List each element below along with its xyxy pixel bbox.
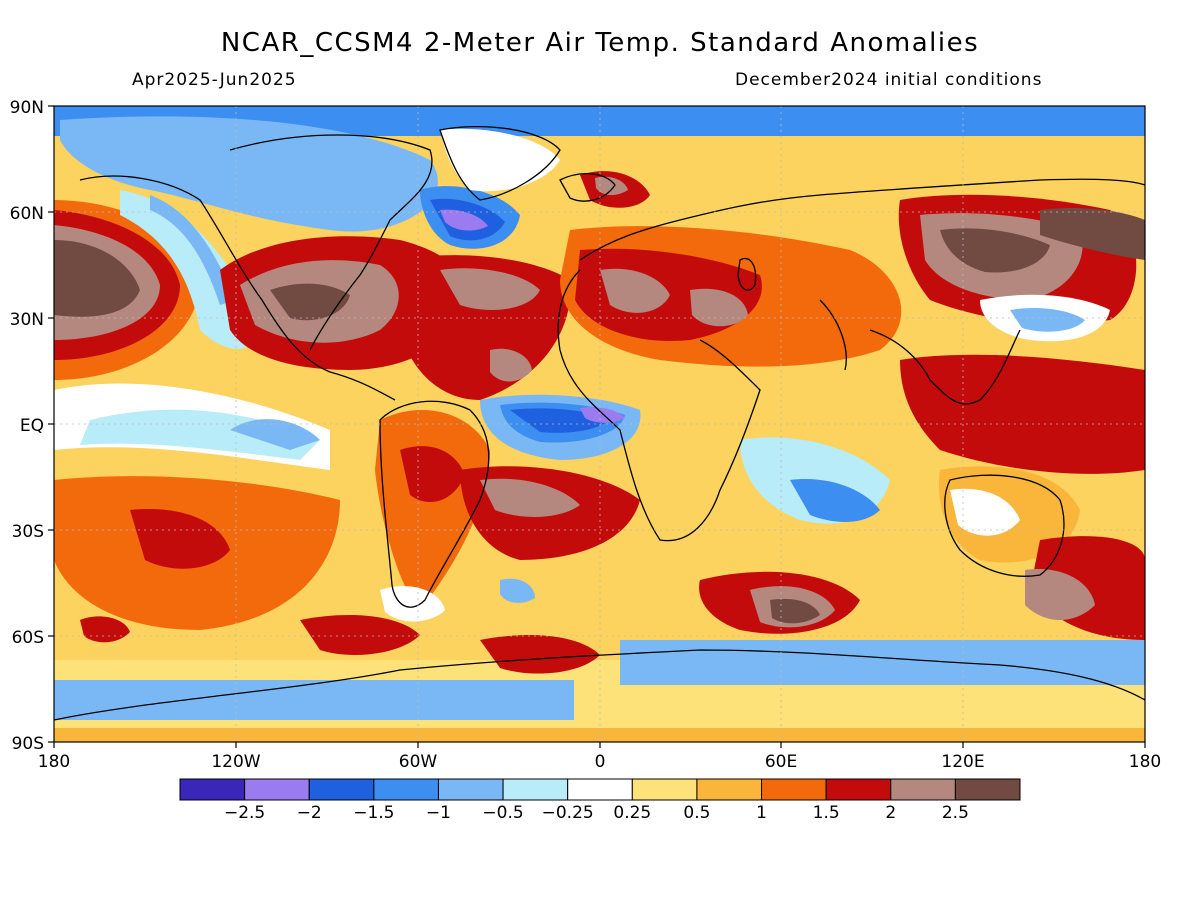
legend-label: 2.5 bbox=[942, 803, 969, 823]
legend-label: −2 bbox=[297, 803, 322, 823]
forecast-period: Apr2025-Jun2025 bbox=[132, 70, 297, 90]
lat-label: 90S bbox=[12, 734, 44, 754]
legend-swatch bbox=[890, 778, 956, 801]
legend-swatch bbox=[825, 778, 892, 801]
legend-labels: −2.5 −2 −1.5 −1 −0.5 −0.25 0.25 0.5 1 1.5 2 2.5 bbox=[224, 803, 969, 823]
lat-label: EQ bbox=[20, 416, 44, 436]
legend-colorbar bbox=[179, 778, 1021, 801]
lon-label: 180 bbox=[1129, 752, 1161, 772]
legend-label: −0.5 bbox=[482, 803, 523, 823]
lat-ticks bbox=[48, 105, 54, 743]
legend-swatch bbox=[308, 778, 375, 801]
lat-label: 60S bbox=[12, 628, 44, 648]
lon-label: 60W bbox=[399, 752, 438, 772]
legend-swatch bbox=[696, 778, 763, 801]
lat-label: 60N bbox=[10, 204, 44, 224]
legend-swatch bbox=[567, 778, 633, 801]
map-title: NCAR_CCSM4 2-Meter Air Temp. Standard An… bbox=[220, 28, 980, 58]
legend-label: 0.25 bbox=[613, 803, 651, 823]
legend-swatch bbox=[437, 778, 504, 801]
initial-conditions: December2024 initial conditions bbox=[735, 70, 1043, 90]
lon-label: 120W bbox=[211, 752, 260, 772]
lon-labels: 180 120W 60W 0 60E 120E 180 bbox=[38, 752, 1161, 772]
lon-label: 0 bbox=[595, 752, 606, 772]
legend-label: −1.5 bbox=[353, 803, 394, 823]
legend-swatch bbox=[761, 778, 827, 801]
legend-label: −1 bbox=[426, 803, 451, 823]
legend-label: 1.5 bbox=[813, 803, 840, 823]
lat-label: 30N bbox=[10, 310, 44, 330]
legend-swatch bbox=[631, 778, 698, 801]
lon-label: 180 bbox=[38, 752, 70, 772]
lon-label: 120E bbox=[941, 752, 984, 772]
lat-label: 30S bbox=[12, 522, 44, 542]
lat-label: 90N bbox=[10, 98, 44, 118]
legend-label: −0.25 bbox=[542, 803, 594, 823]
legend-swatch bbox=[179, 778, 246, 801]
graticule bbox=[54, 106, 1145, 742]
legend-swatch bbox=[502, 778, 569, 801]
coastlines bbox=[54, 126, 1145, 721]
legend-label: 0.5 bbox=[683, 803, 710, 823]
legend-swatch bbox=[954, 778, 1021, 801]
lon-label: 60E bbox=[765, 752, 797, 772]
legend-label: −2.5 bbox=[224, 803, 265, 823]
lon-ticks bbox=[53, 742, 1146, 748]
legend-label: 1 bbox=[756, 803, 767, 823]
legend-label: 2 bbox=[885, 803, 896, 823]
lat-labels: 90N 60N 30N EQ 30S 60S 90S bbox=[10, 98, 44, 754]
legend-swatch bbox=[373, 778, 439, 801]
legend-swatch bbox=[244, 778, 310, 801]
